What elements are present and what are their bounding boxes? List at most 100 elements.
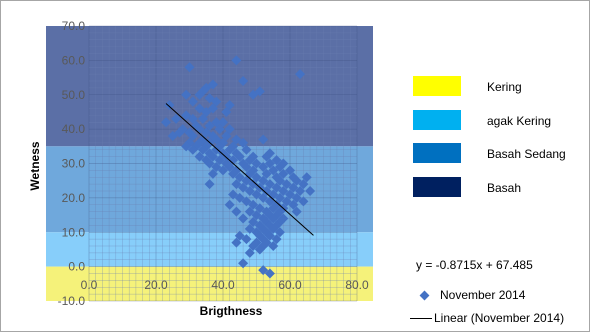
data-point [197, 113, 208, 124]
data-point [264, 268, 275, 279]
data-point [181, 110, 192, 121]
data-point [258, 175, 269, 186]
legend-swatch-basah [413, 177, 461, 197]
data-point [291, 206, 302, 217]
data-point [187, 131, 198, 141]
data-point [207, 79, 218, 90]
data-point [295, 69, 306, 80]
data-point [224, 144, 235, 155]
data-point [224, 124, 235, 135]
data-point [218, 117, 228, 128]
data-point [268, 203, 279, 214]
data-point [248, 216, 259, 227]
y-tick-label: 40.0 [62, 122, 86, 136]
data-point [228, 168, 239, 179]
y-axis-title: Wetness [28, 141, 42, 190]
data-point [271, 155, 282, 166]
data-point [238, 137, 249, 148]
data-point [278, 168, 289, 179]
data-point [274, 161, 285, 172]
y-tick-label: 10.0 [62, 225, 86, 239]
data-point [264, 179, 275, 190]
data-point [254, 244, 265, 255]
data-point [258, 192, 269, 203]
data-point [295, 186, 306, 196]
legend-item-basah-sedang [413, 143, 461, 163]
data-point [224, 161, 235, 172]
data-point [201, 106, 212, 117]
data-point [204, 158, 215, 169]
data-point [274, 192, 285, 203]
data-point [211, 144, 222, 155]
data-point [228, 189, 239, 200]
data-point [234, 172, 245, 183]
data-point [187, 144, 198, 155]
y-tick-label: 50.0 [62, 88, 86, 102]
data-point [278, 186, 289, 196]
data-point [187, 96, 198, 107]
data-point [231, 134, 242, 145]
data-point [214, 155, 225, 166]
x-axis-ticks: 0.0 20.0 40.0 60.0 80.0 [81, 278, 369, 292]
data-point [214, 124, 225, 135]
data-point [167, 131, 178, 141]
data-point [211, 96, 222, 107]
data-point [264, 230, 275, 241]
data-point [261, 151, 272, 162]
legend-item-basah [413, 177, 461, 197]
data-point [201, 127, 212, 138]
data-point [234, 151, 245, 162]
data-point [298, 179, 309, 190]
data-point [204, 120, 215, 131]
legend-swatch-kering [413, 76, 461, 96]
data-point [174, 127, 185, 138]
data-point [274, 227, 285, 238]
data-point [161, 117, 172, 128]
data-point [211, 134, 222, 145]
data-point [224, 199, 235, 210]
data-point [251, 172, 262, 183]
data-point [231, 237, 242, 248]
data-point [194, 151, 205, 162]
data-point [231, 179, 242, 190]
data-point [254, 203, 265, 214]
data-point [291, 175, 302, 186]
y-tick-label: 20.0 [62, 191, 86, 205]
data-point [251, 158, 262, 169]
data-point [184, 62, 195, 73]
data-point [244, 186, 255, 196]
data-point [224, 100, 235, 111]
y-tick-label: 70.0 [62, 19, 86, 33]
data-point [218, 165, 228, 176]
data-point [281, 196, 292, 207]
data-point [231, 206, 242, 217]
data-point [248, 179, 259, 190]
data-point [181, 141, 192, 152]
data-point [204, 179, 215, 190]
data-point [258, 134, 269, 145]
legend-swatch-agak-kering [413, 110, 461, 130]
data-point [261, 168, 272, 179]
y-tick-label: 60.0 [62, 53, 86, 67]
data-point [248, 199, 259, 210]
y-tick-label: 0.0 [68, 260, 85, 274]
data-point [207, 103, 218, 114]
x-tick-label: 0.0 [81, 278, 98, 292]
legend-item-series: November 2014 [419, 288, 525, 302]
data-point [274, 175, 285, 186]
x-tick-label: 40.0 [211, 278, 235, 292]
data-point [248, 241, 259, 251]
data-point [187, 113, 198, 124]
data-point [268, 241, 279, 251]
data-point [221, 131, 232, 141]
data-point [234, 192, 245, 203]
data-point [251, 189, 262, 200]
data-point [258, 161, 269, 172]
data-point [238, 258, 249, 269]
data-point [298, 196, 309, 207]
legend-item-agak-kering [413, 110, 461, 130]
data-point [238, 182, 249, 193]
data-point [268, 213, 279, 224]
